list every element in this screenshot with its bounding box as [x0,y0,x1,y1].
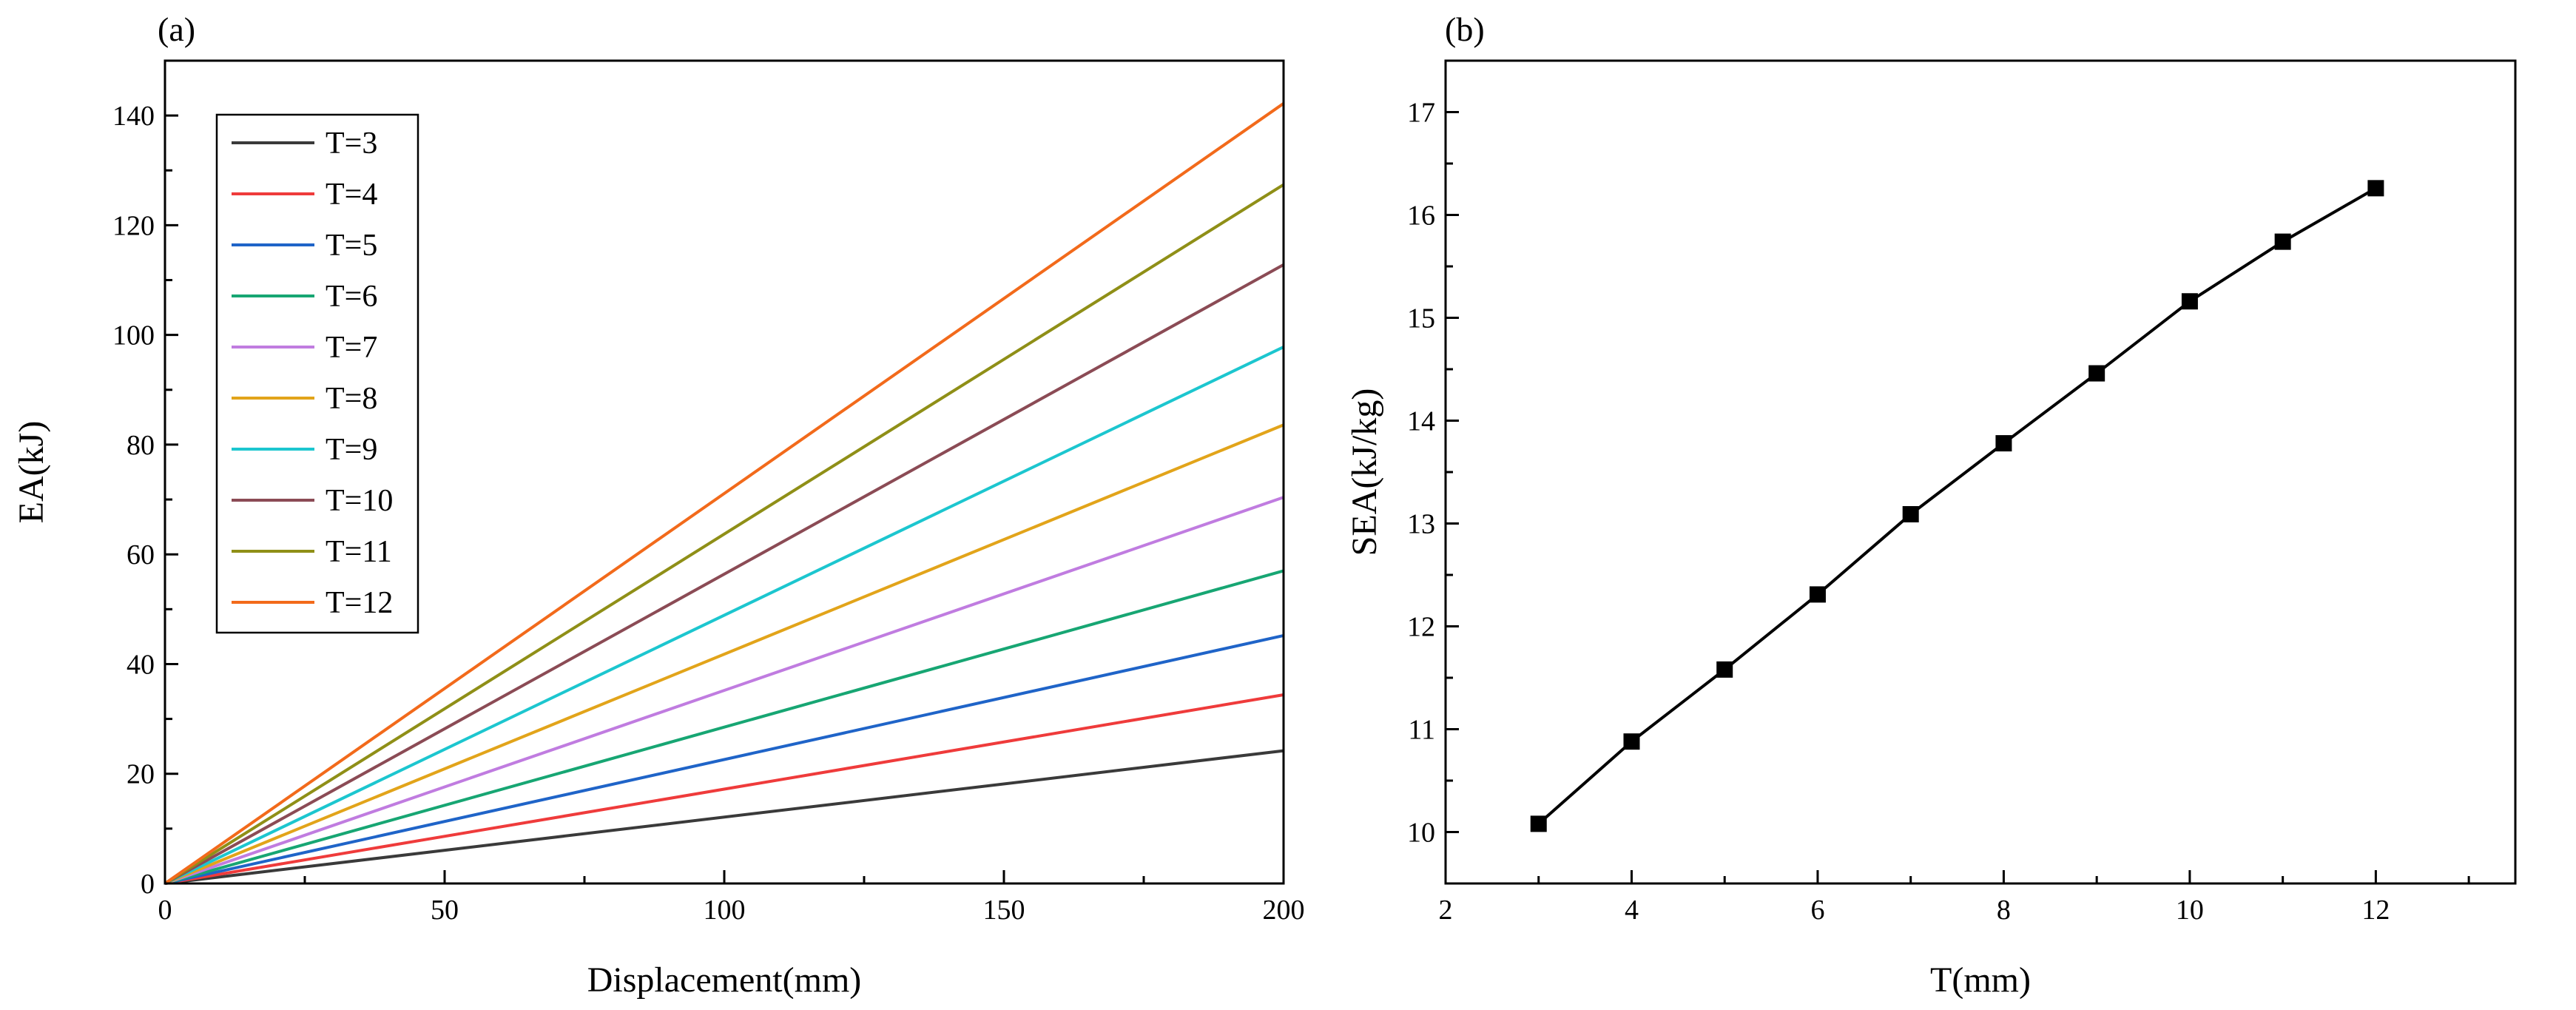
y-tick-label-b-1: 11 [1408,715,1435,746]
data-point-b-2 [1716,661,1733,678]
data-point-b-6 [2088,365,2105,382]
y-tick-label-a-3: 60 [127,539,155,570]
y-tick-label-b-5: 15 [1407,303,1435,334]
y-tick-label-a-4: 80 [127,430,155,461]
chart-panel-a: (a) 0 50 100 150 200 0 20 40 60 80 100 120 140 Displ… [12,10,1305,1000]
series-line-t-10 [164,263,1284,885]
a-axes: 0 50 100 150 200 0 20 40 60 80 100 120 140 [112,59,1305,926]
x-tick-label-b-3: 8 [1997,895,2011,926]
legend-a: T=3 T=4 T=5 T=6 T=7 T=8 T=9 T=10 T=11 T=12 [215,113,419,634]
series-line-t-12 [163,102,1285,885]
legend-label-t-5: T=5 [326,229,377,263]
series-line-t-6 [164,569,1284,885]
series-line-t-9 [164,346,1284,885]
plot-frame-b [1444,59,2517,885]
legend-label-t-9: T=9 [326,433,377,467]
a-series-lines [163,102,1285,885]
x-axis-label-a: Displacement(mm) [587,960,862,1000]
x-tick-label-a-2: 100 [704,895,746,926]
x-tick-label-b-4: 10 [2176,895,2204,926]
data-point-b-9 [2367,180,2384,197]
y-tick-label-a-1: 20 [127,759,155,790]
x-tick-label-a-1: 50 [431,895,459,926]
data-point-b-8 [2274,233,2291,250]
y-tick-label-b-3: 13 [1407,509,1435,540]
legend-label-t-12: T=12 [326,586,393,620]
series-line-t-5 [164,633,1284,885]
x-tick-label-b-1: 4 [1625,895,1639,926]
y-tick-label-a-2: 40 [127,649,155,680]
y-tick-label-b-2: 12 [1407,612,1435,643]
legend-label-t-6: T=6 [326,280,377,314]
x-tick-label-a-3: 150 [983,895,1025,926]
y-tick-label-b-7: 17 [1407,98,1435,129]
y-tick-label-a-0: 0 [141,869,155,900]
chart-panel-b: (b) 2 4 6 8 10 12 10 11 12 13 14 15 16 17 T(mm) SEA(k… [1345,10,2517,1000]
x-axis-label-b: T(mm) [1930,960,2031,1000]
legend-label-t-3: T=3 [326,127,377,161]
data-point-b-3 [1809,586,1826,603]
series-line-t-11 [163,183,1285,885]
y-axis-label-b: SEA(kJ/kg) [1345,388,1384,556]
x-tick-label-b-2: 6 [1810,895,1824,926]
series-line-t-3 [164,749,1284,885]
x-tick-label-b-0: 2 [1439,895,1453,926]
legend-label-t-4: T=4 [326,178,377,212]
x-tick-label-b-5: 12 [2361,895,2390,926]
x-tick-label-a-4: 200 [1263,895,1305,926]
legend-label-t-10: T=10 [326,484,393,518]
series-line-t-7 [164,496,1284,885]
y-tick-label-a-6: 120 [112,210,155,241]
panel-label-b: (b) [1445,10,1485,48]
b-series-line [1530,180,2384,832]
y-axis-label-a: EA(kJ) [12,421,51,524]
y-tick-label-b-0: 10 [1407,818,1435,849]
legend-label-t-7: T=7 [326,331,377,365]
data-point-b-5 [1995,435,2012,452]
series-line-t-4 [164,693,1284,885]
y-tick-label-b-6: 16 [1407,201,1435,232]
data-point-b-7 [2181,293,2198,310]
panel-label-a: (a) [158,10,195,48]
legend-box-a [215,113,419,634]
x-tick-label-a-0: 0 [158,895,172,926]
series-line-series-0 [1537,186,2377,825]
data-point-b-0 [1530,815,1547,832]
y-tick-label-a-5: 100 [112,320,155,351]
y-tick-label-b-4: 14 [1407,406,1435,437]
legend-label-t-8: T=8 [326,382,377,416]
data-point-b-4 [1902,505,1919,522]
b-axes: 2 4 6 8 10 12 10 11 12 13 14 15 16 17 [1407,59,2470,926]
y-tick-label-a-7: 140 [112,101,155,132]
data-point-b-1 [1623,733,1640,750]
series-line-t-8 [164,423,1284,885]
legend-label-t-11: T=11 [326,535,392,569]
